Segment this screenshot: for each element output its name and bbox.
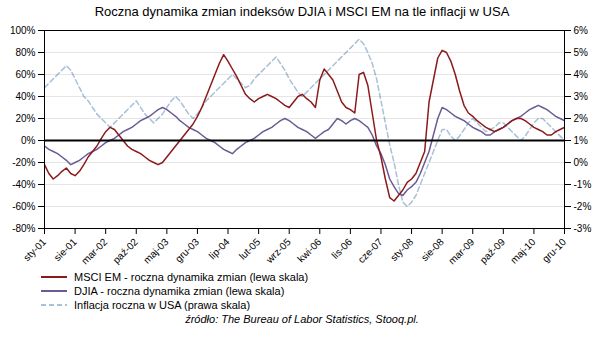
svg-text:maj-10: maj-10 — [508, 236, 538, 266]
svg-text:-2%: -2% — [574, 201, 592, 212]
svg-text:mar-02: mar-02 — [79, 236, 109, 266]
html-text:źródło: The Bureau of Labor St: źródło: The Bureau of Labor Statistics, … — [185, 313, 419, 325]
svg-text:0%: 0% — [21, 135, 36, 146]
svg-text:cze-07: cze-07 — [356, 236, 385, 265]
svg-text:2%: 2% — [574, 113, 589, 124]
svg-text:5%: 5% — [574, 47, 589, 58]
svg-text:3%: 3% — [574, 91, 589, 102]
svg-text:80%: 80% — [15, 47, 35, 58]
svg-text:lut-05: lut-05 — [237, 236, 263, 262]
svg-text:sty-01: sty-01 — [21, 236, 48, 263]
svg-text:60%: 60% — [15, 69, 35, 80]
svg-text:-80%: -80% — [12, 223, 35, 234]
svg-text:-1%: -1% — [574, 179, 592, 190]
svg-text:lis-06: lis-06 — [329, 236, 354, 261]
svg-text:paź-09: paź-09 — [478, 236, 508, 266]
html-text:MSCI EM - roczna dynamika zmia: MSCI EM - roczna dynamika zmian (lewa sk… — [74, 271, 309, 283]
svg-text:-3%: -3% — [574, 223, 592, 234]
svg-text:20%: 20% — [15, 113, 35, 124]
html-text:Inflacja roczna w USA (prawa s: Inflacja roczna w USA (prawa skala) — [74, 299, 251, 311]
svg-text:4%: 4% — [574, 69, 589, 80]
svg-text:gru-10: gru-10 — [540, 236, 569, 265]
svg-text:sie-01: sie-01 — [52, 236, 79, 263]
svg-text:wrz-05: wrz-05 — [263, 236, 293, 266]
svg-text:sie-08: sie-08 — [419, 236, 446, 263]
svg-text:mar-09: mar-09 — [446, 236, 476, 266]
html-text:Roczna dynamika zmian indeksów: Roczna dynamika zmian indeksów DJIA i MS… — [94, 4, 510, 19]
svg-text:gru-03: gru-03 — [173, 236, 202, 265]
svg-text:paź-02: paź-02 — [111, 236, 141, 266]
svg-text:-20%: -20% — [12, 157, 35, 168]
svg-text:6%: 6% — [574, 25, 589, 36]
svg-text:maj-03: maj-03 — [141, 236, 171, 266]
svg-text:40%: 40% — [15, 91, 35, 102]
svg-text:100%: 100% — [10, 25, 36, 36]
html-text:DJIA - roczna dynamika zmian (: DJIA - roczna dynamika zmian (lewa skala… — [74, 285, 285, 297]
svg-text:lip-04: lip-04 — [207, 236, 232, 261]
svg-text:1%: 1% — [574, 135, 589, 146]
svg-text:-60%: -60% — [12, 201, 35, 212]
svg-text:kwi-06: kwi-06 — [295, 236, 324, 265]
svg-text:0%: 0% — [574, 157, 589, 168]
svg-text:-40%: -40% — [12, 179, 35, 190]
svg-text:sty-08: sty-08 — [388, 236, 415, 263]
